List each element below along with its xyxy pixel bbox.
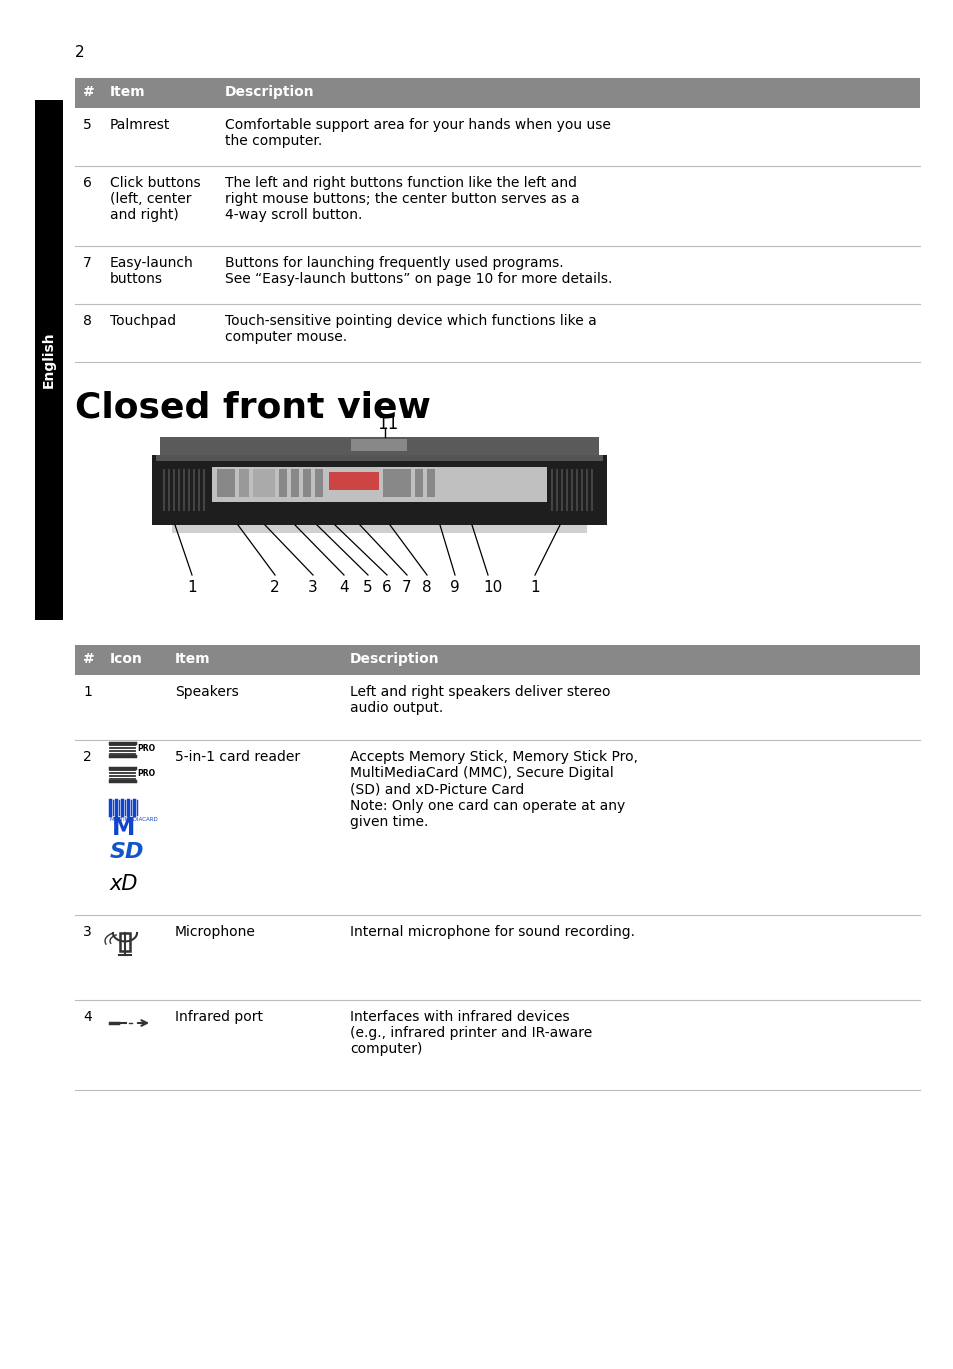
Text: English: English [42,331,56,389]
Text: Interfaces with infrared devices
(e.g., infrared printer and IR-aware
computer): Interfaces with infrared devices (e.g., … [350,1010,592,1057]
Text: 6: 6 [381,580,392,596]
Text: Description: Description [350,652,439,665]
Bar [415,470,422,497]
Text: Comfortable support area for your hands when you use
the computer.: Comfortable support area for your hands … [225,118,610,148]
Text: 1: 1 [83,684,91,700]
Bar [216,470,234,497]
Text: Internal microphone for sound recording.: Internal microphone for sound recording. [350,925,635,939]
Text: Buttons for launching frequently used programs.
See “Easy-launch buttons” on pag: Buttons for launching frequently used pr… [225,256,612,286]
Text: #: # [83,85,94,99]
Text: The left and right buttons function like the left and
right mouse buttons; the c: The left and right buttons function like… [225,177,579,222]
Bar [160,437,598,455]
Text: 1: 1 [187,580,196,596]
Text: 3: 3 [308,580,317,596]
Text: Touch-sensitive pointing device which functions like a
computer mouse.: Touch-sensitive pointing device which fu… [225,314,597,344]
Text: 2: 2 [75,45,85,60]
Text: 2: 2 [270,580,279,596]
Text: 5: 5 [83,118,91,131]
Bar [314,470,323,497]
Text: Closed front view: Closed front view [75,390,431,424]
Text: Description: Description [225,85,314,99]
Text: Item: Item [174,652,211,665]
Bar [278,470,287,497]
Text: 5: 5 [363,580,373,596]
Bar [239,470,249,497]
Bar [152,455,606,524]
Text: 2: 2 [83,750,91,764]
Text: 1: 1 [530,580,539,596]
Text: Speakers: Speakers [174,684,238,700]
Text: SD: SD [110,842,144,862]
Bar [120,934,130,951]
Text: Icon: Icon [110,652,143,665]
Text: Item: Item [110,85,146,99]
Text: PRO: PRO [137,743,155,753]
Text: Microphone: Microphone [174,925,255,939]
Text: 11: 11 [376,415,397,433]
Bar [75,78,919,108]
Text: PRO: PRO [137,769,155,778]
Text: Easy-launch
buttons: Easy-launch buttons [110,256,193,286]
Bar [351,439,407,450]
Text: M: M [112,816,135,841]
Text: 9: 9 [450,580,459,596]
Bar [303,470,311,497]
Bar [329,472,378,490]
Text: Accepts Memory Stick, Memory Stick Pro,
MultiMediaCard (MMC), Secure Digital
(SD: Accepts Memory Stick, Memory Stick Pro, … [350,750,638,828]
Text: 3: 3 [83,925,91,939]
Text: 5-in-1 card reader: 5-in-1 card reader [174,750,300,764]
Bar [172,524,586,533]
Text: 8: 8 [421,580,431,596]
Text: Palmrest: Palmrest [110,118,171,131]
Bar [382,470,411,497]
Text: 4: 4 [338,580,348,596]
Text: 6: 6 [83,177,91,190]
Text: Infrared port: Infrared port [174,1010,263,1024]
Text: xD: xD [110,873,138,894]
Text: 10: 10 [482,580,501,596]
Text: 7: 7 [401,580,411,596]
Bar [291,470,298,497]
Bar [156,455,602,461]
Text: 7: 7 [83,256,91,270]
Text: Touchpad: Touchpad [110,314,176,329]
Text: MULTIMEDIACARD: MULTIMEDIACARD [110,817,158,821]
Bar [75,645,919,675]
Text: 4: 4 [83,1010,91,1024]
Bar [35,100,63,620]
Bar [253,470,274,497]
Bar [212,467,546,502]
Text: Left and right speakers deliver stereo
audio output.: Left and right speakers deliver stereo a… [350,684,610,715]
Bar [427,470,435,497]
Text: 8: 8 [83,314,91,329]
Text: #: # [83,652,94,665]
Text: Click buttons
(left, center
and right): Click buttons (left, center and right) [110,177,200,222]
